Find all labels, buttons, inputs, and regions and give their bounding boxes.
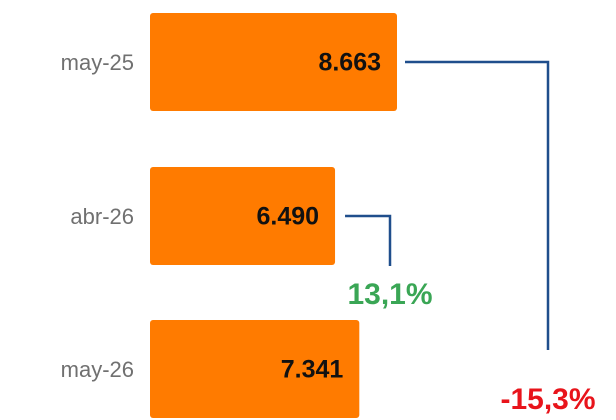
annotation: 13,1%: [347, 278, 432, 311]
value-label: 6.490: [256, 203, 319, 231]
bar: [150, 167, 336, 265]
category-label: may-26: [61, 357, 134, 382]
bar: [150, 320, 360, 418]
category-label: abr-26: [70, 204, 134, 229]
connector: [345, 214, 392, 266]
value-label: 8.663: [318, 49, 381, 77]
annotation: -15,3%: [500, 383, 595, 416]
category-label: may-25: [61, 50, 134, 75]
value-label: 7.341: [281, 356, 344, 384]
connector: [405, 60, 550, 350]
bar: [150, 13, 397, 111]
